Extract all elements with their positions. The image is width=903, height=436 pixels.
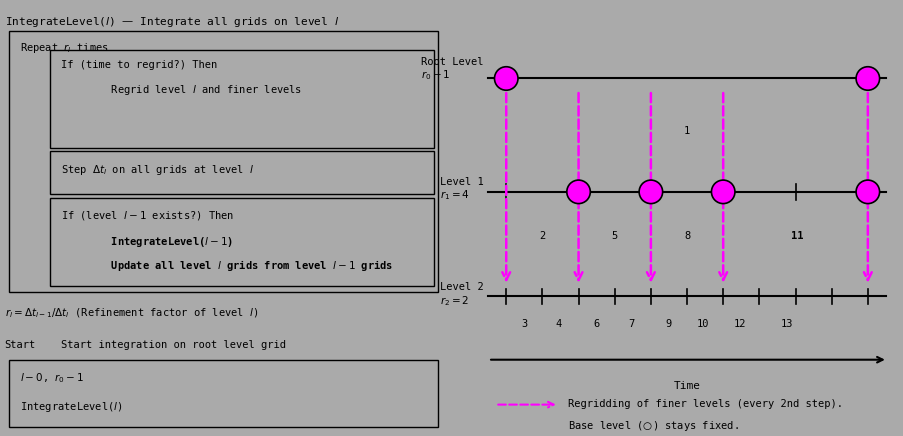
Text: $l - 0$, $r_0 - 1$: $l - 0$, $r_0 - 1$ [20,371,84,385]
Text: IntegrateLevel($l-1$): IntegrateLevel($l-1$) [61,235,234,249]
Bar [50,151,433,194]
Bar [50,198,433,286]
Text: Regridding of finer levels (every 2nd step).: Regridding of finer levels (every 2nd st… [567,399,842,409]
Text: 1: 1 [684,126,689,136]
Text: Start: Start [5,340,36,350]
Text: 11: 11 [790,232,803,241]
Ellipse shape [711,180,734,204]
Ellipse shape [566,180,590,204]
Text: Base level ($\bigcirc$) stays fixed.: Base level ($\bigcirc$) stays fixed. [567,419,738,433]
Text: 12: 12 [732,319,745,329]
Text: If (time to regrid?) Then: If (time to regrid?) Then [61,60,218,70]
Bar [9,31,438,292]
Text: 10: 10 [696,319,709,329]
Text: Level 1
$r_1 = 4$: Level 1 $r_1 = 4$ [440,177,483,202]
Text: Root Level
$r_0 - 1$: Root Level $r_0 - 1$ [421,57,483,82]
Text: Start integration on root level grid: Start integration on root level grid [61,340,286,350]
Text: Update all level $l$ grids from level $l-1$ grids: Update all level $l$ grids from level $l… [61,258,394,273]
Ellipse shape [638,180,662,204]
Bar [9,360,438,427]
Text: 13: 13 [779,319,792,329]
Text: Level 2
$r_2 = 2$: Level 2 $r_2 = 2$ [440,282,483,308]
Text: Time: Time [673,381,700,391]
Text: IntegrateLevel($l$): IntegrateLevel($l$) [20,400,123,414]
Ellipse shape [494,67,517,90]
Ellipse shape [855,67,879,90]
Text: 7: 7 [628,319,633,329]
Text: 5: 5 [611,232,617,241]
Text: 4: 4 [555,319,561,329]
Text: 3: 3 [521,319,526,329]
Text: 2: 2 [539,232,545,241]
Text: IntegrateLevel($l$) — Integrate all grids on level $l$: IntegrateLevel($l$) — Integrate all grid… [5,15,339,29]
Text: 9: 9 [666,319,671,329]
Text: 8: 8 [684,232,689,241]
Text: Repeat $r_l$ times: Repeat $r_l$ times [20,41,108,55]
Text: 6: 6 [593,319,599,329]
Ellipse shape [855,180,879,204]
Text: $r_l = \Delta t_{l-1}/\Delta t_l$ (Refinement factor of level $l$): $r_l = \Delta t_{l-1}/\Delta t_l$ (Refin… [5,306,257,320]
Text: If (level $l-1$ exists?) Then: If (level $l-1$ exists?) Then [61,209,235,222]
Bar [50,50,433,148]
Text: Regrid level $l$ and finer levels: Regrid level $l$ and finer levels [61,83,303,97]
Text: Step $\Delta t_l$ on all grids at level $l$: Step $\Delta t_l$ on all grids at level … [61,163,255,177]
